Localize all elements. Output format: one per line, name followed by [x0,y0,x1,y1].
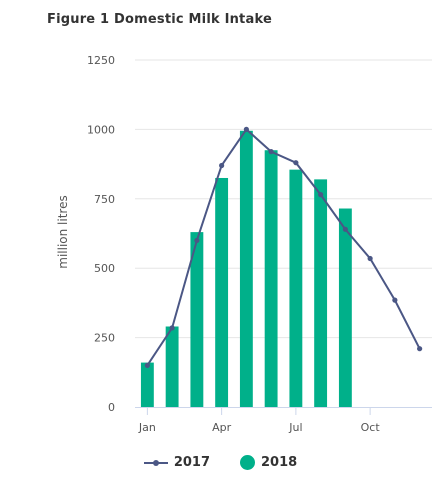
bar[interactable] [215,177,229,407]
bar[interactable] [140,362,154,407]
line-point[interactable] [417,346,423,352]
gridlines [135,59,432,339]
y-axis: 0 250 500 750 1000 1250 [87,54,115,414]
bar[interactable] [264,150,278,407]
line-point[interactable] [194,237,200,244]
line-point[interactable] [268,149,274,155]
line-point[interactable] [219,162,225,169]
legend-item[interactable]: 2017 [143,455,210,470]
series-line [146,127,421,366]
legend: 2017 2018 [0,455,441,470]
legend-item[interactable]: 2018 [240,455,297,470]
line-point[interactable] [169,325,175,331]
y-tick-label: 750 [94,193,115,206]
y-tick-label: 500 [94,262,115,275]
line-point[interactable] [367,255,373,262]
y-tick-label: 0 [108,401,115,414]
x-tick-label: Oct [361,421,381,434]
y-axis-title: million litres [56,195,70,268]
y-tick-label: 1250 [87,54,115,67]
x-axis: Jan Apr Jul Oct [135,407,432,434]
bar[interactable] [338,208,352,407]
bar[interactable] [314,179,328,407]
line-point[interactable] [243,126,249,132]
y-tick-label: 1000 [87,123,115,136]
x-tick-label: Jan [138,421,156,434]
line-point[interactable] [342,226,348,232]
x-tick-label: Apr [212,421,232,434]
bar[interactable] [289,169,303,407]
x-tick-label: Jul [288,421,302,434]
bar[interactable] [239,130,253,407]
legend-label: 2017 [173,455,210,470]
chart-title: Figure 1 Domestic Milk Intake [47,12,272,27]
bar[interactable] [190,232,204,407]
bar[interactable] [165,326,179,407]
legend-label: 2018 [261,455,298,470]
line-point[interactable] [293,160,299,166]
legend-line-symbol [143,456,168,470]
legend-dot-symbol [240,455,255,470]
line-point[interactable] [144,362,150,368]
bar-series [140,130,352,407]
line-series [144,126,423,368]
line-point[interactable] [318,192,324,198]
chart-plot: 0 250 500 750 1000 1250 Jan Apr Jul Oct million … [56,54,432,434]
line-point[interactable] [392,297,398,303]
y-tick-label: 250 [94,332,115,345]
